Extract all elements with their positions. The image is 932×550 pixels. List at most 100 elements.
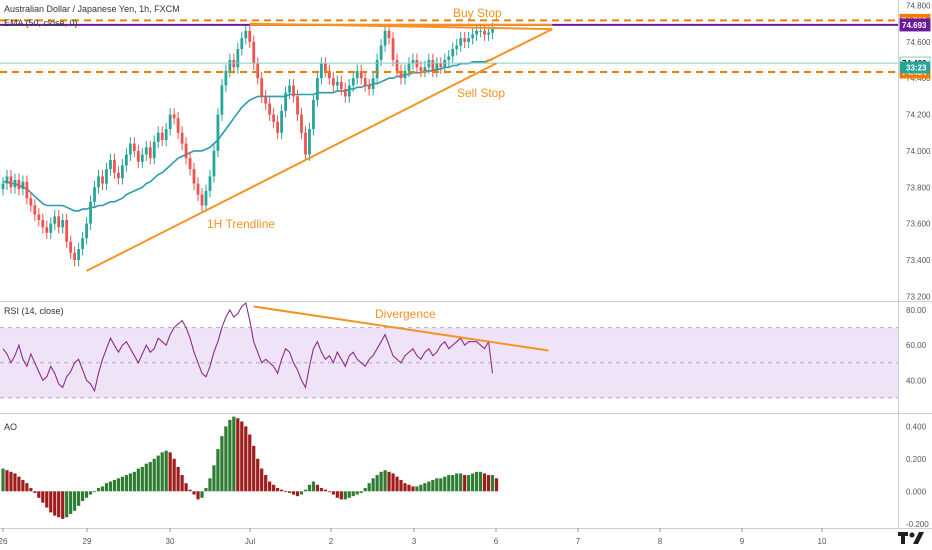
candle-body <box>419 67 423 71</box>
candle-body <box>65 220 69 242</box>
ao-bar <box>37 491 41 498</box>
candle-body <box>288 85 291 93</box>
ao-bar <box>240 421 244 492</box>
ao-bar <box>467 475 471 492</box>
ao-bar <box>188 489 192 492</box>
ao-bar <box>427 481 431 492</box>
trendline-annotation: 1H Trendline <box>207 217 276 231</box>
ao-bar <box>355 491 359 495</box>
candle-body <box>81 238 84 250</box>
ao-bar <box>367 483 371 492</box>
ao-bar <box>343 491 347 500</box>
ao-bar <box>204 488 208 492</box>
ao-bar <box>29 488 33 492</box>
candle-body <box>73 252 77 260</box>
candle-body <box>89 201 92 224</box>
candle-body <box>208 176 212 191</box>
divergence-line <box>253 305 549 352</box>
ao-bar <box>180 475 184 492</box>
candle-body <box>77 249 81 260</box>
candle-body <box>57 216 61 228</box>
candle-body <box>260 78 264 97</box>
candle-body <box>93 187 96 202</box>
candle-body <box>252 41 256 64</box>
ema-legend: EMA (50, close, 0) <box>4 18 78 28</box>
ao-bar <box>5 470 9 492</box>
candle-body <box>236 49 240 68</box>
ao-bar <box>45 491 49 508</box>
ao-bar <box>303 489 308 492</box>
ao-bar <box>335 491 339 498</box>
ao-bar <box>264 475 268 492</box>
ao-bar <box>443 476 447 492</box>
ao-bar <box>92 491 97 493</box>
candle-body <box>347 85 351 97</box>
ao-bar <box>228 419 232 492</box>
ao-bar <box>299 491 304 495</box>
ao-bar <box>132 471 136 492</box>
candle-body <box>113 160 116 173</box>
candle-body <box>192 169 196 184</box>
candle-body <box>168 114 172 130</box>
ao-bar <box>77 491 81 506</box>
ao-bar <box>49 491 53 513</box>
chart-title: Australian Dollar / Japanese Yen, 1h, FX… <box>4 4 180 14</box>
ao-bar <box>196 491 200 500</box>
candle-body <box>117 172 120 179</box>
candle-body <box>292 85 295 97</box>
candle-body <box>29 198 33 206</box>
candle-body <box>359 70 363 79</box>
ao-bar <box>176 466 180 492</box>
pennant-lower-line <box>484 28 553 64</box>
candle-body <box>339 81 343 90</box>
tradingview-logo-icon <box>898 532 924 544</box>
ao-bar <box>407 484 411 492</box>
price-tick-label: 74.400 <box>906 74 931 83</box>
ao-bar <box>244 426 248 492</box>
candle-body <box>367 85 371 90</box>
candle-body <box>148 147 152 159</box>
ao-bar <box>112 479 117 492</box>
candle-body <box>152 141 156 159</box>
candle-body <box>124 154 128 166</box>
ao-bar <box>81 491 85 502</box>
candle-body <box>37 214 41 220</box>
x-tick-label: 9 <box>740 537 745 546</box>
ao-bar <box>136 468 140 492</box>
ao-bar <box>172 458 176 492</box>
candle-body <box>435 63 439 71</box>
candle-body <box>256 63 260 79</box>
ao-bar <box>471 473 475 492</box>
ao-bar <box>319 488 323 492</box>
candle-body <box>296 96 299 115</box>
candle-body <box>240 38 244 50</box>
ao-bar <box>1 468 5 492</box>
candle-body <box>335 81 339 86</box>
candle-body <box>248 30 252 42</box>
price-tick-label: 73.800 <box>906 183 931 192</box>
candle-body <box>21 181 25 190</box>
candle-body <box>455 45 459 50</box>
candle-body <box>415 60 419 68</box>
candle-body <box>200 194 204 206</box>
candle-body <box>459 38 463 46</box>
ao-bar <box>116 478 121 492</box>
candle-body <box>391 38 395 60</box>
ao-bar <box>447 475 451 492</box>
candle-body <box>331 78 335 86</box>
x-tick-label: Jul <box>245 537 255 546</box>
ao-bar <box>260 468 264 492</box>
rsi-tick-label: 60.00 <box>906 341 927 350</box>
price-tick-label: 74.200 <box>906 111 931 120</box>
ao-bar <box>403 483 407 492</box>
sell-stop-annotation: Sell Stop <box>457 86 506 100</box>
candle-body <box>156 132 160 142</box>
price-level-badge-label: 74.693 <box>902 21 927 30</box>
x-tick-label: 3 <box>412 537 417 546</box>
candle-body <box>1 183 5 190</box>
candle-body <box>375 60 379 79</box>
candle-body <box>411 60 415 64</box>
ao-bar <box>363 488 367 492</box>
candle-body <box>109 160 112 170</box>
